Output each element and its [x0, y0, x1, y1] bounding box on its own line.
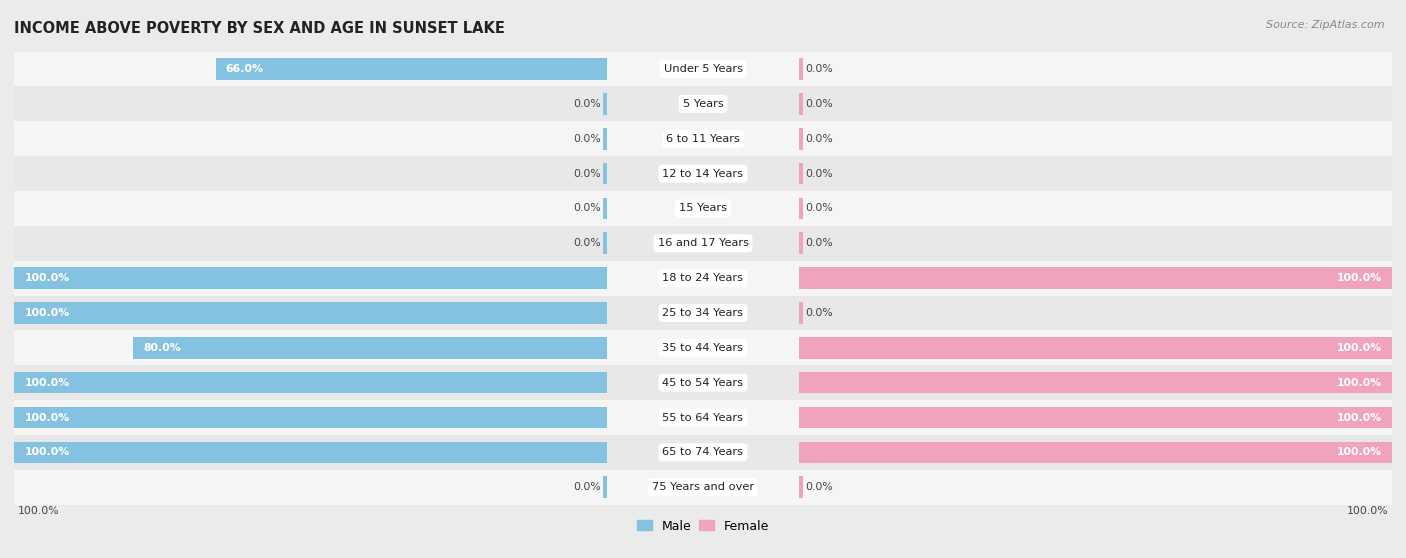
Bar	[603, 477, 606, 498]
Text: 100.0%: 100.0%	[24, 412, 70, 422]
Text: 80.0%: 80.0%	[143, 343, 180, 353]
Text: 25 to 34 Years: 25 to 34 Years	[662, 308, 744, 318]
Text: Source: ZipAtlas.com: Source: ZipAtlas.com	[1267, 20, 1385, 30]
Bar	[14, 441, 606, 463]
Bar	[14, 435, 1392, 470]
Legend: Male, Female: Male, Female	[631, 514, 775, 537]
Text: 18 to 24 Years: 18 to 24 Years	[662, 273, 744, 283]
Text: 100.0%: 100.0%	[24, 448, 70, 458]
Text: 55 to 64 Years: 55 to 64 Years	[662, 412, 744, 422]
Text: 0.0%: 0.0%	[574, 99, 600, 109]
Bar	[800, 441, 1392, 463]
Text: 75 Years and over: 75 Years and over	[652, 482, 754, 492]
Bar	[800, 128, 803, 150]
Text: 100.0%: 100.0%	[24, 308, 70, 318]
Text: 0.0%: 0.0%	[574, 169, 600, 179]
Bar	[132, 337, 606, 359]
Text: 100.0%: 100.0%	[24, 273, 70, 283]
Bar	[14, 372, 606, 393]
Bar	[14, 407, 606, 429]
Text: 5 Years: 5 Years	[683, 99, 723, 109]
Bar	[800, 58, 803, 80]
Bar	[603, 163, 606, 184]
Bar	[603, 128, 606, 150]
Text: 45 to 54 Years: 45 to 54 Years	[662, 378, 744, 388]
Text: 0.0%: 0.0%	[806, 482, 832, 492]
Bar	[14, 261, 1392, 296]
Text: 16 and 17 Years: 16 and 17 Years	[658, 238, 748, 248]
Text: 0.0%: 0.0%	[806, 99, 832, 109]
Bar	[14, 470, 1392, 504]
Text: 66.0%: 66.0%	[226, 64, 264, 74]
Bar	[800, 407, 1392, 429]
Text: 65 to 74 Years: 65 to 74 Years	[662, 448, 744, 458]
Bar	[14, 156, 1392, 191]
Text: 0.0%: 0.0%	[806, 64, 832, 74]
Bar	[800, 93, 803, 115]
Bar	[14, 86, 1392, 121]
Text: 35 to 44 Years: 35 to 44 Years	[662, 343, 744, 353]
Text: 12 to 14 Years: 12 to 14 Years	[662, 169, 744, 179]
Bar	[14, 121, 1392, 156]
Bar	[603, 233, 606, 254]
Bar	[14, 302, 606, 324]
Bar	[14, 330, 1392, 365]
Text: 0.0%: 0.0%	[574, 238, 600, 248]
Bar	[800, 163, 803, 184]
Text: 100.0%: 100.0%	[1347, 506, 1389, 516]
Text: 0.0%: 0.0%	[806, 308, 832, 318]
Bar	[800, 477, 803, 498]
Text: 100.0%: 100.0%	[24, 378, 70, 388]
Text: 100.0%: 100.0%	[1336, 412, 1382, 422]
Text: 6 to 11 Years: 6 to 11 Years	[666, 134, 740, 144]
Bar	[603, 93, 606, 115]
Bar	[14, 400, 1392, 435]
Text: 0.0%: 0.0%	[806, 238, 832, 248]
Bar	[603, 198, 606, 219]
Bar	[14, 191, 1392, 226]
Text: 100.0%: 100.0%	[17, 506, 59, 516]
Text: Under 5 Years: Under 5 Years	[664, 64, 742, 74]
Text: INCOME ABOVE POVERTY BY SEX AND AGE IN SUNSET LAKE: INCOME ABOVE POVERTY BY SEX AND AGE IN S…	[14, 21, 505, 36]
Bar	[215, 58, 606, 80]
Text: 100.0%: 100.0%	[1336, 378, 1382, 388]
Bar	[14, 296, 1392, 330]
Bar	[800, 198, 803, 219]
Bar	[800, 372, 1392, 393]
Text: 100.0%: 100.0%	[1336, 343, 1382, 353]
Bar	[800, 302, 803, 324]
Bar	[14, 226, 1392, 261]
Text: 100.0%: 100.0%	[1336, 448, 1382, 458]
Bar	[800, 267, 1392, 289]
Bar	[800, 233, 803, 254]
Text: 0.0%: 0.0%	[574, 134, 600, 144]
Text: 0.0%: 0.0%	[806, 134, 832, 144]
Bar	[14, 51, 1392, 86]
Bar	[14, 365, 1392, 400]
Bar	[800, 337, 1392, 359]
Text: 0.0%: 0.0%	[806, 204, 832, 213]
Bar	[14, 267, 606, 289]
Text: 0.0%: 0.0%	[574, 482, 600, 492]
Text: 15 Years: 15 Years	[679, 204, 727, 213]
Text: 0.0%: 0.0%	[574, 204, 600, 213]
Text: 100.0%: 100.0%	[1336, 273, 1382, 283]
Text: 0.0%: 0.0%	[806, 169, 832, 179]
